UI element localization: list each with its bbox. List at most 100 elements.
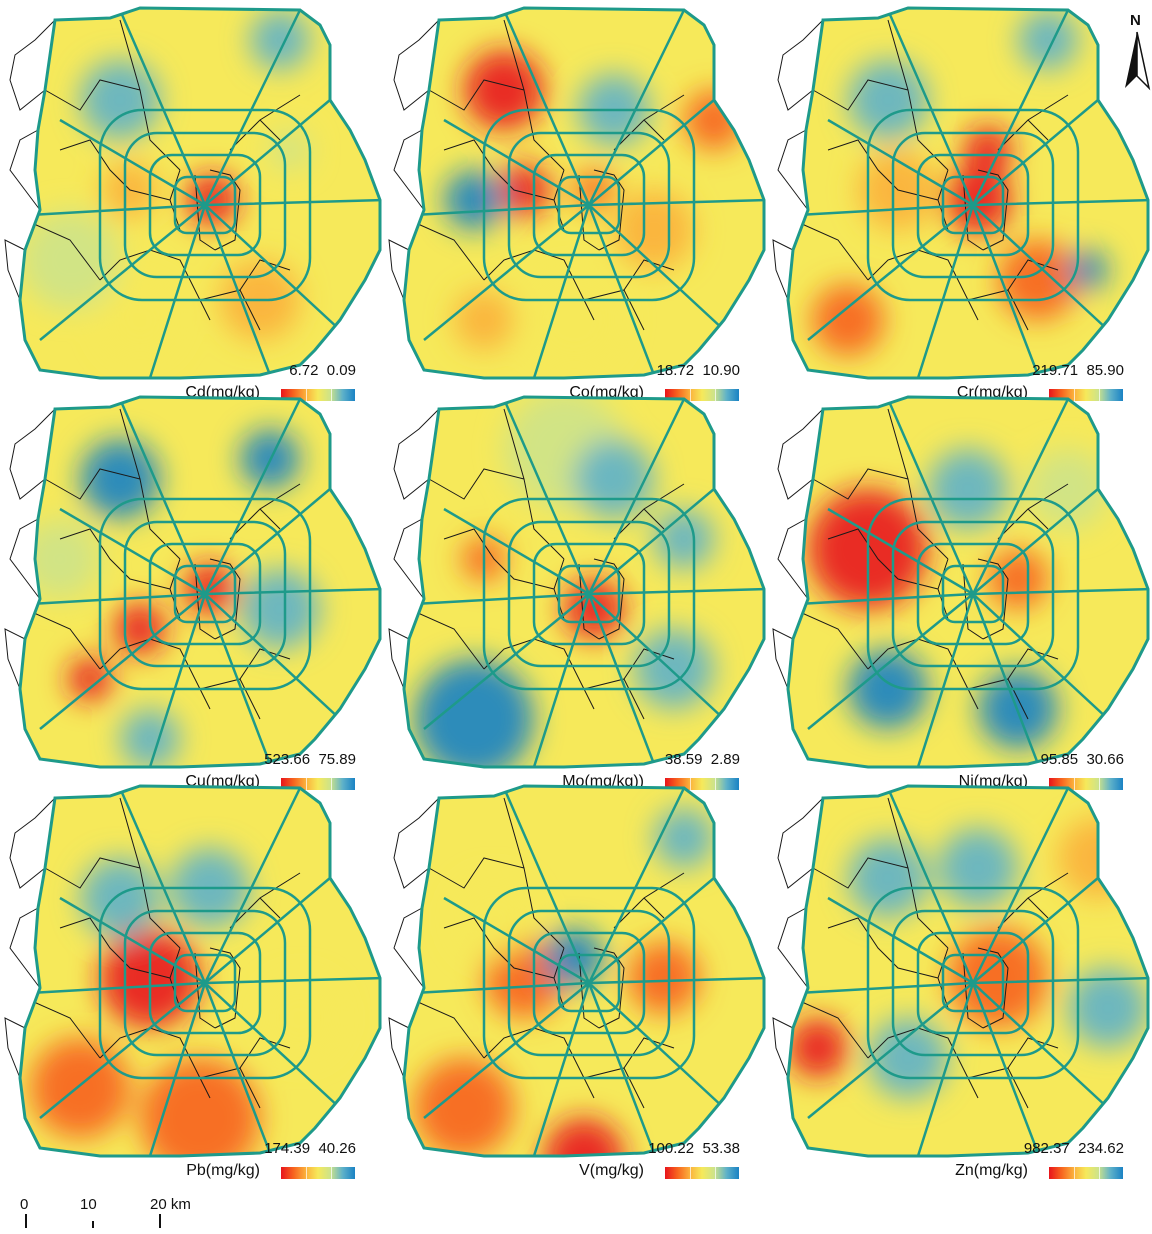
heatmap-cu bbox=[4, 395, 382, 769]
legend-values: 982.37 234.62 bbox=[1024, 1140, 1124, 1157]
scale-bar-line bbox=[25, 1214, 161, 1228]
ring-road bbox=[123, 520, 287, 668]
north-label: N bbox=[1130, 12, 1141, 29]
legend-max: 95.85 bbox=[1040, 751, 1079, 768]
legend-values: 219.71 85.90 bbox=[1032, 362, 1124, 379]
legend-min: 10.90 bbox=[702, 362, 740, 379]
radial-roads bbox=[797, 9, 1148, 378]
ring-road bbox=[98, 886, 312, 1080]
legend-max: 219.71 bbox=[1032, 362, 1079, 379]
legend-min: 30.66 bbox=[1086, 751, 1124, 768]
heat-spot bbox=[80, 858, 160, 938]
heat-spot bbox=[654, 509, 714, 569]
heat-spot bbox=[998, 240, 1078, 320]
ring-road bbox=[866, 886, 1080, 1080]
legend-min: 40.26 bbox=[318, 1140, 356, 1157]
map-panel-co: 18.72 10.90 Co(mg/kg) bbox=[384, 0, 768, 411]
heat-spot bbox=[140, 1058, 260, 1156]
heat-spot bbox=[250, 10, 310, 70]
map-panel-mo: 38.59 2.89 Mo(mg/kg)) bbox=[384, 389, 768, 800]
heat-spot bbox=[80, 439, 160, 519]
north-arrow: N bbox=[1122, 12, 1152, 92]
radial-roads bbox=[797, 398, 1148, 767]
ring-road bbox=[482, 108, 696, 302]
ring-road bbox=[507, 131, 671, 279]
study-area-boundary bbox=[786, 6, 1150, 380]
heat-spot bbox=[414, 1058, 514, 1156]
ring-road bbox=[891, 520, 1055, 668]
study-area-boundary bbox=[786, 395, 1150, 769]
scale-label-0: 0 bbox=[20, 1196, 29, 1213]
heat-spot bbox=[454, 290, 514, 350]
heat-spot bbox=[938, 828, 1018, 908]
legend-min: 2.89 bbox=[710, 751, 740, 768]
radial-roads bbox=[29, 9, 380, 378]
legend-label: Zn(mg/kg) bbox=[955, 1162, 1028, 1179]
legend-max: 38.59 bbox=[664, 751, 703, 768]
ring-road bbox=[507, 520, 671, 668]
heat-spot bbox=[20, 519, 100, 599]
legend-values: 6.72 0.09 bbox=[289, 362, 356, 379]
study-area-boundary bbox=[18, 6, 382, 380]
ring-road bbox=[148, 153, 262, 257]
heat-spot bbox=[444, 170, 504, 230]
map-panel-cd: 6.72 0.09 Cd(mg/kg) bbox=[0, 0, 384, 411]
study-area-boundary bbox=[402, 784, 766, 1158]
heat-spot bbox=[628, 942, 700, 1014]
ring-road bbox=[532, 542, 646, 646]
scale-bar: 0 10 20 km bbox=[14, 1196, 234, 1234]
ring-road bbox=[532, 153, 646, 257]
legend-max: 100.22 bbox=[648, 1140, 695, 1157]
heat-spot bbox=[20, 210, 120, 310]
map-panel-zn: 982.37 234.62 Zn(mg/kg) bbox=[768, 778, 1152, 1189]
legend-max: 174.39 bbox=[264, 1140, 311, 1157]
heatmap-ni bbox=[772, 395, 1150, 769]
legend-min: 85.90 bbox=[1086, 362, 1124, 379]
radial-roads bbox=[413, 787, 764, 1156]
heat-spot bbox=[788, 1018, 848, 1078]
study-area-boundary bbox=[18, 395, 382, 769]
map-panel-cu: 523.66 75.89 Cu(mg/kg) bbox=[0, 389, 384, 800]
heat-spot bbox=[654, 808, 714, 868]
map-panel-pb: 174.39 40.26 Pb(mg/kg) bbox=[0, 778, 384, 1189]
legend-color-ramp bbox=[280, 1166, 356, 1180]
legend-values: 100.22 53.38 bbox=[648, 1140, 740, 1157]
ring-road bbox=[98, 497, 312, 691]
heat-spot bbox=[574, 170, 614, 210]
legend-label: V(mg/kg) bbox=[579, 1162, 644, 1179]
heat-spot bbox=[30, 1038, 130, 1138]
heat-spot bbox=[464, 50, 544, 130]
ring-road bbox=[866, 497, 1080, 691]
ring-road bbox=[891, 131, 1055, 279]
study-area-boundary bbox=[18, 784, 382, 1158]
legend-color-ramp bbox=[1048, 1166, 1124, 1180]
heat-spot bbox=[964, 126, 1012, 174]
ring-road bbox=[123, 909, 287, 1057]
heatmap-zn bbox=[772, 784, 1150, 1158]
radial-roads bbox=[29, 787, 380, 1156]
legend-max: 6.72 bbox=[289, 362, 319, 379]
radial-roads bbox=[797, 787, 1148, 1156]
heatmap-v bbox=[388, 784, 766, 1158]
heat-spot bbox=[498, 164, 550, 216]
map-panel-v: 100.22 53.38 V(mg/kg) bbox=[384, 778, 768, 1189]
heatmap-co bbox=[388, 6, 766, 380]
heat-spot bbox=[1068, 968, 1148, 1048]
heat-spot bbox=[928, 449, 1008, 529]
legend-values: 523.66 75.89 bbox=[264, 751, 356, 768]
legend-min: 53.38 bbox=[702, 1140, 740, 1157]
legend-min: 75.89 bbox=[318, 751, 356, 768]
heat-spot bbox=[1018, 10, 1078, 70]
heat-spot bbox=[574, 439, 654, 519]
heat-spot bbox=[1028, 449, 1108, 529]
ring-road bbox=[482, 497, 696, 691]
legend-values: 95.85 30.66 bbox=[1041, 751, 1124, 768]
ring-road bbox=[98, 108, 312, 302]
heatmap-cd bbox=[4, 6, 382, 380]
heat-spot bbox=[1068, 250, 1108, 290]
study-area-boundary bbox=[402, 6, 766, 380]
legend-max: 523.66 bbox=[264, 751, 311, 768]
scale-label-10: 10 bbox=[80, 1196, 97, 1213]
legend-values: 38.59 2.89 bbox=[665, 751, 740, 768]
heat-spot bbox=[948, 928, 1048, 1028]
